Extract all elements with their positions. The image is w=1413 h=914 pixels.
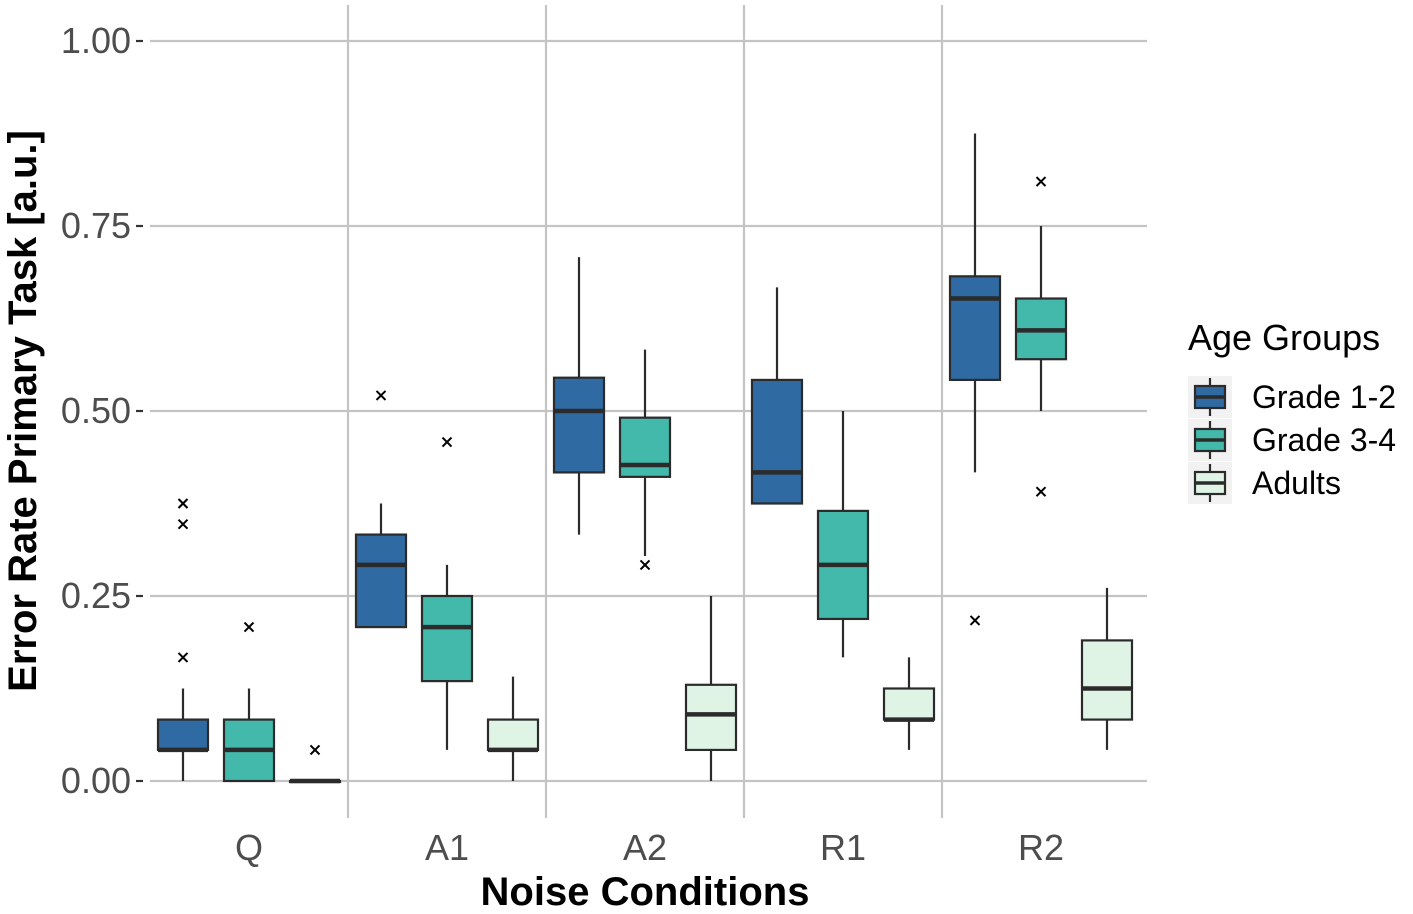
outlier-point bbox=[1035, 486, 1047, 497]
outlier-point bbox=[1035, 176, 1047, 187]
box-series bbox=[156, 133, 1134, 784]
legend-item: Grade 1-2 bbox=[1188, 376, 1396, 418]
gridlines bbox=[150, 5, 1147, 818]
series-grade-3-4 bbox=[222, 176, 1068, 783]
legend-label: Grade 1-2 bbox=[1252, 379, 1396, 415]
box bbox=[750, 287, 804, 505]
x-axis: Q A1 A2 R1 R2 bbox=[235, 827, 1064, 868]
box-body bbox=[618, 416, 672, 478]
box-body bbox=[750, 378, 804, 505]
series-grade-1-2 bbox=[156, 133, 1002, 781]
outlier-point bbox=[243, 621, 255, 633]
box bbox=[156, 498, 210, 781]
legend: Age Groups Grade 1-2 Grade 3-4 Adults bbox=[1188, 317, 1396, 504]
box-body bbox=[486, 718, 540, 752]
y-axis-title: Error Rate Primary Task [a.u.] bbox=[1, 130, 45, 692]
y-axis: 0.00 0.25 0.50 0.75 1.00 bbox=[61, 20, 143, 801]
series-adults bbox=[288, 587, 1134, 784]
x-tick-label: R2 bbox=[1018, 827, 1064, 868]
outlier-point bbox=[177, 519, 189, 530]
box-body bbox=[552, 376, 606, 474]
x-tick-label: A1 bbox=[425, 827, 469, 868]
y-tick-label: 1.00 bbox=[61, 20, 131, 61]
x-tick-label: A2 bbox=[623, 827, 667, 868]
box bbox=[816, 411, 870, 658]
box-body bbox=[948, 275, 1002, 382]
outlier-point bbox=[177, 652, 189, 663]
box-body bbox=[882, 687, 936, 721]
box bbox=[684, 596, 738, 781]
outlier-point bbox=[375, 390, 387, 401]
box bbox=[948, 133, 1002, 626]
box bbox=[288, 744, 342, 784]
outlier-point bbox=[969, 615, 981, 626]
x-tick-label: Q bbox=[235, 827, 263, 868]
x-axis-title: Noise Conditions bbox=[481, 870, 810, 914]
y-tick-label: 0.25 bbox=[61, 575, 131, 616]
outlier-point bbox=[177, 498, 189, 509]
box bbox=[882, 657, 936, 750]
outlier-point bbox=[309, 744, 321, 756]
y-tick-label: 0.50 bbox=[61, 390, 131, 431]
legend-item: Adults bbox=[1188, 462, 1341, 504]
outlier-point bbox=[639, 559, 651, 571]
box bbox=[354, 390, 408, 629]
box bbox=[1014, 176, 1068, 497]
y-tick-label: 0.00 bbox=[61, 760, 131, 801]
box bbox=[420, 436, 474, 750]
box-body bbox=[420, 594, 474, 683]
legend-title: Age Groups bbox=[1188, 317, 1380, 358]
box-body bbox=[1080, 639, 1134, 721]
box bbox=[1080, 587, 1134, 750]
legend-label: Adults bbox=[1252, 465, 1341, 501]
box-body bbox=[156, 718, 210, 752]
box bbox=[618, 349, 672, 571]
x-tick-label: R1 bbox=[820, 827, 866, 868]
box-body bbox=[354, 533, 408, 629]
legend-label: Grade 3-4 bbox=[1252, 422, 1396, 458]
legend-item: Grade 3-4 bbox=[1188, 419, 1396, 461]
box bbox=[486, 676, 540, 781]
y-tick-label: 0.75 bbox=[61, 205, 131, 246]
outlier-point bbox=[441, 436, 453, 448]
box bbox=[222, 621, 276, 783]
box-body bbox=[684, 683, 738, 752]
box bbox=[552, 257, 606, 535]
